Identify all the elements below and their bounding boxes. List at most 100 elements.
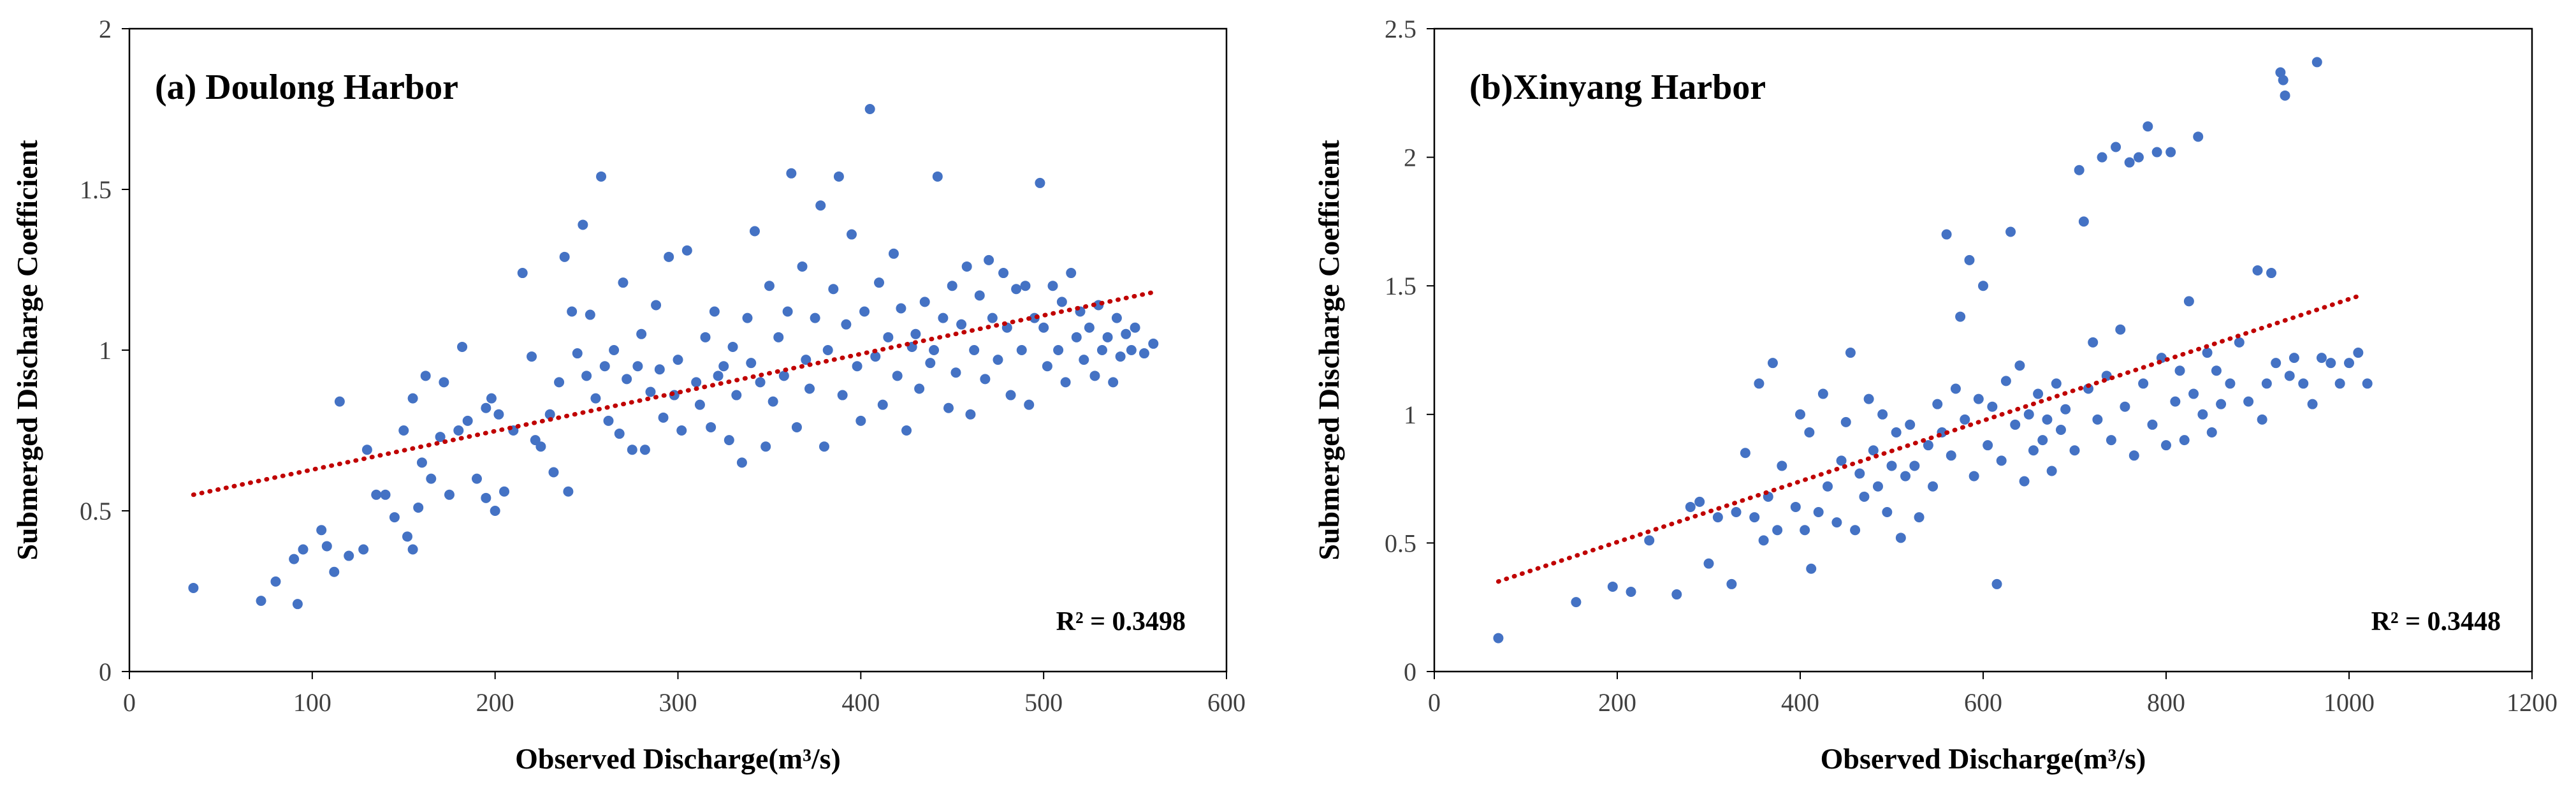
data-point — [947, 281, 957, 291]
data-point — [1071, 332, 1082, 342]
y-tick-label: 1 — [99, 336, 112, 365]
data-point — [1571, 597, 1582, 608]
data-point — [1005, 390, 1016, 400]
data-point — [2010, 419, 2021, 430]
data-point — [797, 261, 808, 272]
data-point — [1126, 345, 1137, 355]
data-point — [2165, 147, 2176, 158]
data-point — [1868, 445, 1879, 456]
x-tick-label: 1000 — [2324, 688, 2375, 717]
data-point — [622, 374, 632, 385]
data-point — [1836, 455, 1847, 466]
data-point — [755, 377, 766, 388]
data-point — [596, 171, 607, 182]
y-tick-label: 0 — [99, 658, 112, 686]
data-point — [2005, 226, 2016, 237]
chart-panel-b: 0 200 400 600 800 1000 1200 0 0.5 1 1.5 2 2.5 (b)Xiny… — [1288, 0, 2575, 801]
data-point — [764, 281, 775, 291]
data-point — [727, 341, 738, 352]
data-point — [321, 541, 332, 552]
x-axis-title: Observed Discharge(m³/s) — [515, 742, 841, 775]
data-point — [389, 512, 400, 523]
data-point — [2000, 376, 2011, 386]
data-point — [609, 345, 620, 355]
data-point — [837, 390, 848, 400]
data-point — [1035, 177, 1045, 188]
data-point — [1089, 371, 1100, 381]
data-point — [2344, 358, 2354, 369]
data-point — [1767, 358, 1778, 369]
data-point — [2298, 378, 2309, 389]
data-point — [2266, 268, 2277, 279]
data-point — [1626, 587, 1636, 598]
data-point — [681, 245, 692, 256]
data-point — [2325, 358, 2336, 369]
data-point — [1108, 377, 1119, 388]
data-point — [694, 399, 705, 410]
data-point — [1823, 481, 1833, 492]
data-point — [444, 489, 455, 500]
y-tick-label: 1.5 — [1385, 272, 1416, 300]
data-point — [676, 425, 687, 436]
data-point — [791, 422, 802, 432]
data-point — [1056, 297, 1067, 307]
data-point — [852, 361, 862, 372]
data-point — [435, 432, 446, 443]
plot-frame — [1433, 27, 2533, 673]
data-point — [2362, 378, 2373, 389]
data-point — [1950, 383, 1961, 394]
data-point — [636, 328, 647, 339]
data-point — [1777, 460, 1787, 471]
data-point — [2211, 365, 2222, 376]
data-point — [1772, 525, 1783, 536]
y-tick-label: 2 — [99, 15, 112, 43]
data-point — [877, 399, 888, 410]
data-point — [614, 429, 625, 439]
data-point — [2278, 75, 2289, 85]
data-point — [627, 445, 637, 455]
data-point — [2033, 388, 2044, 399]
data-point — [804, 383, 815, 394]
data-point — [2225, 378, 2236, 389]
data-point — [581, 371, 592, 381]
data-point — [932, 171, 943, 182]
data-point — [2092, 414, 2103, 425]
data-point — [493, 409, 504, 420]
data-point — [2261, 378, 2272, 389]
data-point — [828, 284, 839, 295]
data-point — [2088, 337, 2099, 348]
data-point — [1694, 496, 1705, 507]
x-tick-label: 600 — [1207, 688, 1246, 717]
data-point — [1749, 512, 1760, 523]
data-point — [1987, 401, 1998, 412]
data-point — [2037, 435, 2048, 446]
data-point — [1493, 633, 1504, 643]
data-point — [1790, 501, 1801, 512]
data-point — [420, 371, 431, 381]
data-point — [984, 254, 994, 265]
data-point — [559, 251, 570, 262]
data-point — [486, 393, 497, 404]
data-point — [2106, 435, 2116, 446]
data-point — [2193, 131, 2204, 142]
y-tick-label: 1 — [1404, 400, 1416, 429]
data-point — [2188, 388, 2199, 399]
data-point — [1909, 460, 1920, 471]
data-point — [2147, 419, 2158, 430]
data-point — [1096, 345, 1107, 355]
data-point — [1011, 284, 1022, 295]
data-point — [1731, 507, 1742, 518]
data-point — [943, 402, 954, 413]
data-point — [413, 502, 424, 513]
chart-panel-a: 0 100 200 300 400 500 600 0 0.5 1 1.5 2 (a) Doulong … — [11, 15, 1246, 775]
data-point — [731, 390, 742, 400]
data-point — [599, 361, 610, 372]
data-point — [956, 319, 967, 330]
data-point — [1644, 535, 1655, 546]
data-point — [2257, 414, 2267, 425]
data-point — [380, 489, 391, 500]
data-point — [888, 248, 899, 259]
data-point — [1800, 525, 1810, 536]
x-tick-label: 0 — [123, 688, 136, 717]
x-tick-label: 0 — [1428, 688, 1441, 717]
